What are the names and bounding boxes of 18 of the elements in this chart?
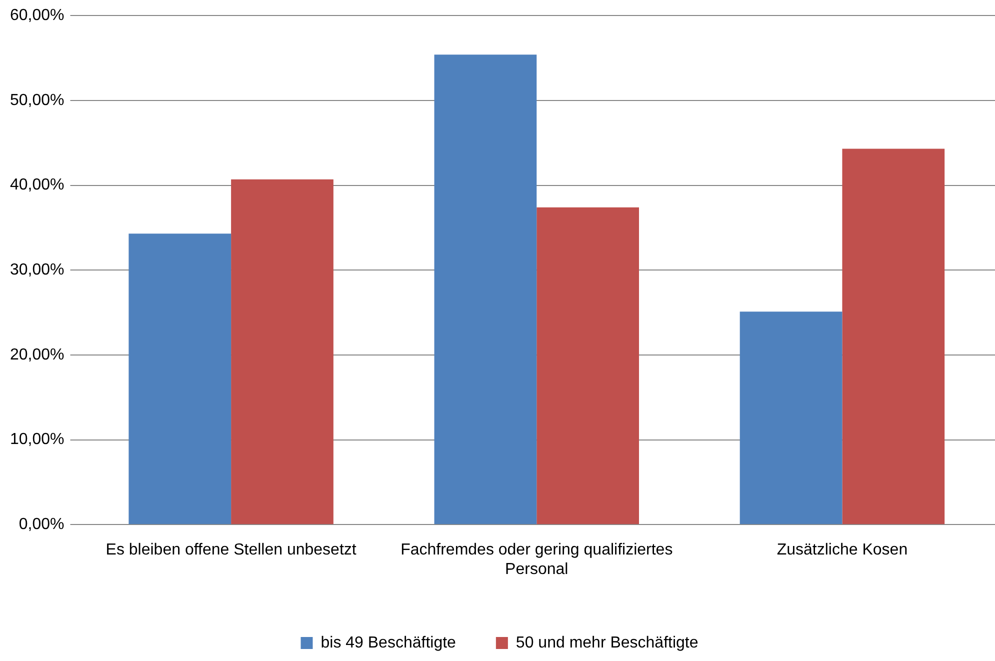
bar	[434, 54, 537, 524]
y-tick-label: 10,00%	[10, 431, 64, 448]
x-tick-label: Es bleiben offene Stellen unbesetzt	[106, 542, 357, 559]
bar	[231, 179, 334, 524]
bar	[740, 312, 842, 524]
y-tick-label: 0,00%	[18, 516, 64, 534]
y-tick-label: 30,00%	[10, 262, 64, 279]
bar	[128, 234, 232, 524]
y-tick-label: 60,00%	[10, 7, 64, 24]
y-tick-label: 20,00%	[10, 346, 64, 364]
y-tick-label: 40,00%	[10, 176, 64, 194]
x-tick-label: Fachfremdes oder gering qualifiziertes Personal	[400, 542, 673, 578]
legend-label: bis 49 Beschäftigte	[320, 634, 456, 652]
bar	[842, 148, 945, 524]
x-tick-label: Zusätzliche Kosen	[776, 542, 908, 559]
y-tick-label: 50,00%	[10, 92, 64, 109]
legend-label: 50 und mehr Beschäftigte	[516, 634, 698, 652]
bar	[536, 207, 639, 524]
